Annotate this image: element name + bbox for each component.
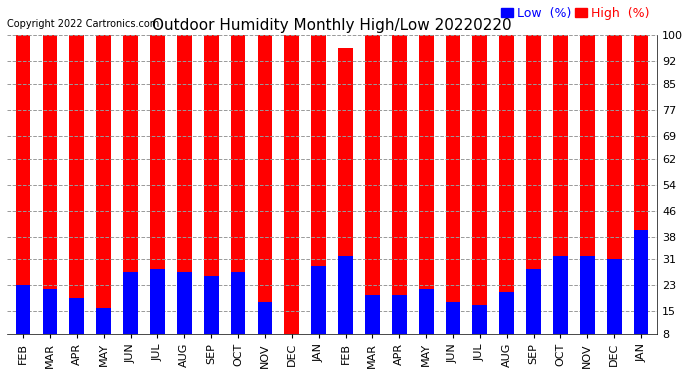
Bar <box>97 35 111 334</box>
Bar <box>633 35 649 334</box>
Legend: Low  (%), High  (%): Low (%), High (%) <box>500 6 651 21</box>
Bar <box>177 35 192 334</box>
Text: Copyright 2022 Cartronics.com: Copyright 2022 Cartronics.com <box>7 20 159 29</box>
Bar <box>230 35 246 334</box>
Bar <box>338 256 353 334</box>
Bar <box>446 302 460 334</box>
Bar <box>284 35 299 334</box>
Bar <box>500 35 514 334</box>
Bar <box>311 266 326 334</box>
Bar <box>526 269 541 334</box>
Bar <box>123 272 138 334</box>
Bar <box>580 256 595 334</box>
Bar <box>230 272 246 334</box>
Bar <box>392 295 406 334</box>
Bar <box>473 35 487 334</box>
Bar <box>526 35 541 334</box>
Bar <box>473 305 487 334</box>
Bar <box>150 269 165 334</box>
Bar <box>607 35 622 334</box>
Bar <box>446 35 460 334</box>
Bar <box>365 295 380 334</box>
Bar <box>633 230 649 334</box>
Bar <box>500 292 514 334</box>
Bar <box>365 35 380 334</box>
Bar <box>70 35 84 334</box>
Bar <box>553 256 568 334</box>
Bar <box>150 35 165 334</box>
Bar <box>43 289 57 334</box>
Bar <box>16 285 30 334</box>
Bar <box>43 35 57 334</box>
Bar <box>607 260 622 334</box>
Bar <box>204 276 219 334</box>
Bar <box>204 35 219 334</box>
Bar <box>16 35 30 334</box>
Bar <box>419 35 433 334</box>
Bar <box>123 35 138 334</box>
Bar <box>338 48 353 334</box>
Bar <box>257 302 273 334</box>
Bar <box>580 35 595 334</box>
Bar <box>97 308 111 334</box>
Bar <box>257 35 273 334</box>
Bar <box>311 35 326 334</box>
Bar <box>419 289 433 334</box>
Bar <box>70 298 84 334</box>
Bar <box>553 35 568 334</box>
Bar <box>177 272 192 334</box>
Bar <box>392 35 406 334</box>
Title: Outdoor Humidity Monthly High/Low 20220220: Outdoor Humidity Monthly High/Low 202202… <box>152 18 512 33</box>
